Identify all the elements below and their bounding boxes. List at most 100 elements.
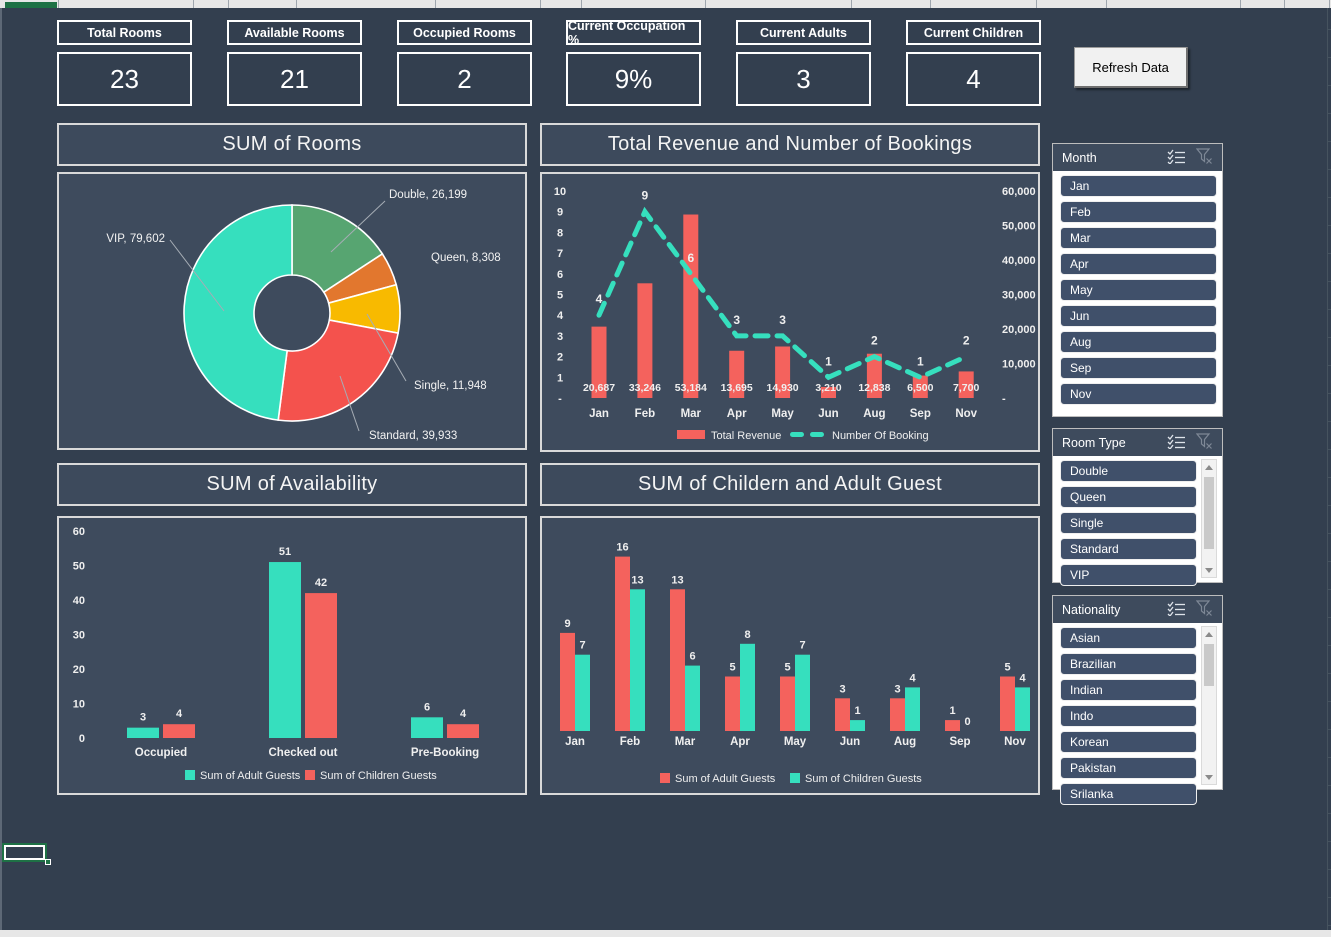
slicer-item-aug[interactable]: Aug (1060, 331, 1217, 353)
scrollbar-thumb[interactable] (1204, 644, 1214, 686)
sum-of-adult-guests-bar-mar[interactable] (670, 589, 685, 731)
row-gridline-edge (1327, 8, 1328, 930)
revenue-bar-may[interactable] (775, 346, 791, 398)
donut-slice-standard[interactable] (277, 319, 400, 422)
slicer-item-sep[interactable]: Sep (1060, 357, 1217, 379)
sum-of-children-guests-bar-apr[interactable] (740, 643, 755, 731)
rooms-donut-panel: Double, 26,199 Queen, 8,308 Single, 11,948… (57, 172, 527, 450)
clear-filter-icon[interactable] (1195, 600, 1213, 619)
sum-of-children-guests-bar-jun[interactable] (850, 720, 865, 731)
svg-text:Sum of Adult Guests: Sum of Adult Guests (675, 773, 776, 785)
slicer-item-single[interactable]: Single (1060, 512, 1197, 534)
svg-text:Mar: Mar (675, 736, 696, 748)
revenue-bar-apr[interactable] (729, 350, 745, 398)
sum-of-adult-guests-bar-apr[interactable] (725, 676, 740, 732)
sum-of-adult-guests-bar-occupied[interactable] (127, 727, 159, 738)
svg-text:Apr: Apr (727, 408, 747, 420)
slicer-item-standard[interactable]: Standard (1060, 538, 1197, 560)
sum-of-children-guests-bar-pre-booking[interactable] (447, 724, 479, 738)
sum-of-children-guests-bar-may[interactable] (795, 654, 810, 731)
slicer-item-may[interactable]: May (1060, 279, 1217, 301)
donut-slice-double[interactable] (291, 204, 384, 294)
sum-of-children-guests-bar-occupied[interactable] (163, 724, 195, 738)
revenue-bar-jan[interactable] (591, 326, 607, 398)
slicer-item-vip[interactable]: VIP (1060, 564, 1197, 586)
scroll-up-icon[interactable] (1202, 627, 1216, 641)
sum-of-children-guests-bar-nov[interactable] (1015, 687, 1030, 731)
slicer-item-korean[interactable]: Korean (1060, 731, 1197, 753)
svg-text:Jun: Jun (840, 736, 860, 748)
svg-text:Sum of Children Guests: Sum of Children Guests (320, 770, 437, 782)
svg-text:1: 1 (949, 705, 955, 717)
multi-select-icon[interactable] (1167, 601, 1186, 619)
sum-of-adult-guests-bar-pre-booking[interactable] (411, 717, 443, 738)
sum-of-adult-guests-bar-nov[interactable] (1000, 676, 1015, 732)
multi-select-icon[interactable] (1167, 149, 1186, 167)
clear-filter-icon[interactable] (1195, 148, 1213, 167)
svg-text:7: 7 (557, 248, 563, 260)
slicer-item-asian[interactable]: Asian (1060, 627, 1197, 649)
svg-text:-: - (1002, 393, 1006, 405)
sum-of-adult-guests-bar-checked-out[interactable] (269, 562, 301, 738)
svg-text:6: 6 (424, 701, 430, 713)
sum-of-children-guests-bar-feb[interactable] (630, 589, 645, 731)
slicer-item-pakistan[interactable]: Pakistan (1060, 757, 1197, 779)
nationality-slicer-title: Nationality (1062, 602, 1121, 617)
revenue-bar-aug[interactable] (866, 353, 882, 398)
revenue-bar-feb[interactable] (637, 283, 653, 398)
revenue-bar-mar[interactable] (683, 214, 699, 398)
svg-text:Single, 11,948: Single, 11,948 (414, 380, 487, 392)
svg-text:13: 13 (671, 574, 683, 586)
sum-of-adult-guests-bar-sep[interactable] (945, 720, 960, 731)
svg-text:3: 3 (733, 313, 740, 327)
refresh-data-button[interactable]: Refresh Data (1074, 47, 1188, 88)
sum-of-children-guests-bar-checked-out[interactable] (305, 593, 337, 738)
sum-of-children-guests-bar-mar[interactable] (685, 665, 700, 731)
slicer-item-jan[interactable]: Jan (1060, 175, 1217, 197)
svg-text:Sep: Sep (910, 408, 931, 420)
sum-of-children-guests-bar-aug[interactable] (905, 687, 920, 731)
scroll-down-icon[interactable] (1202, 770, 1216, 784)
sum-of-adult-guests-bar-jan[interactable] (560, 632, 575, 731)
slicer-item-double[interactable]: Double (1060, 460, 1197, 482)
slicer-item-srilanka[interactable]: Srilanka (1060, 783, 1197, 805)
row-gridline (1327, 225, 1331, 226)
svg-text:10: 10 (73, 699, 85, 711)
fill-handle[interactable] (45, 859, 51, 865)
revenue-bar-sep[interactable] (912, 375, 928, 398)
scroll-up-icon[interactable] (1202, 460, 1216, 474)
revenue-bar-nov[interactable] (958, 371, 974, 398)
svg-text:3: 3 (140, 712, 146, 724)
row-gridline (1327, 813, 1331, 814)
column-gridline (1106, 0, 1107, 8)
kpi-label-total-rooms: Total Rooms (57, 20, 192, 45)
scrollbar-thumb[interactable] (1204, 477, 1214, 549)
svg-text:0: 0 (964, 716, 970, 728)
room-type-slicer-items: Double Queen Single Standard VIP (1060, 460, 1197, 590)
slicer-item-nov[interactable]: Nov (1060, 383, 1217, 405)
donut-slice-vip[interactable] (183, 204, 293, 422)
slicer-item-jun[interactable]: Jun (1060, 305, 1217, 327)
slicer-item-apr[interactable]: Apr (1060, 253, 1217, 275)
slicer-item-queen[interactable]: Queen (1060, 486, 1197, 508)
multi-select-icon[interactable] (1167, 434, 1186, 452)
slicer-item-brazilian[interactable]: Brazilian (1060, 653, 1197, 675)
clear-filter-icon[interactable] (1195, 433, 1213, 452)
scroll-down-icon[interactable] (1202, 563, 1216, 577)
revenue-bar-jun[interactable] (821, 386, 836, 398)
slicer-item-mar[interactable]: Mar (1060, 227, 1217, 249)
nationality-slicer-scrollbar[interactable] (1201, 626, 1217, 785)
row-gridline (1327, 897, 1331, 898)
sum-of-children-guests-bar-jan[interactable] (575, 654, 590, 731)
sum-of-adult-guests-bar-may[interactable] (780, 676, 795, 732)
slicer-item-indian[interactable]: Indian (1060, 679, 1197, 701)
room-type-slicer-scrollbar[interactable] (1201, 459, 1217, 578)
sum-of-adult-guests-bar-feb[interactable] (615, 556, 630, 731)
slicer-item-feb[interactable]: Feb (1060, 201, 1217, 223)
selected-cell[interactable] (2, 843, 47, 862)
slicer-item-indo[interactable]: Indo (1060, 705, 1197, 727)
sum-of-adult-guests-bar-jun[interactable] (835, 698, 850, 731)
svg-text:Aug: Aug (863, 408, 885, 420)
row-gridline (1327, 141, 1331, 142)
sum-of-adult-guests-bar-aug[interactable] (890, 698, 905, 731)
